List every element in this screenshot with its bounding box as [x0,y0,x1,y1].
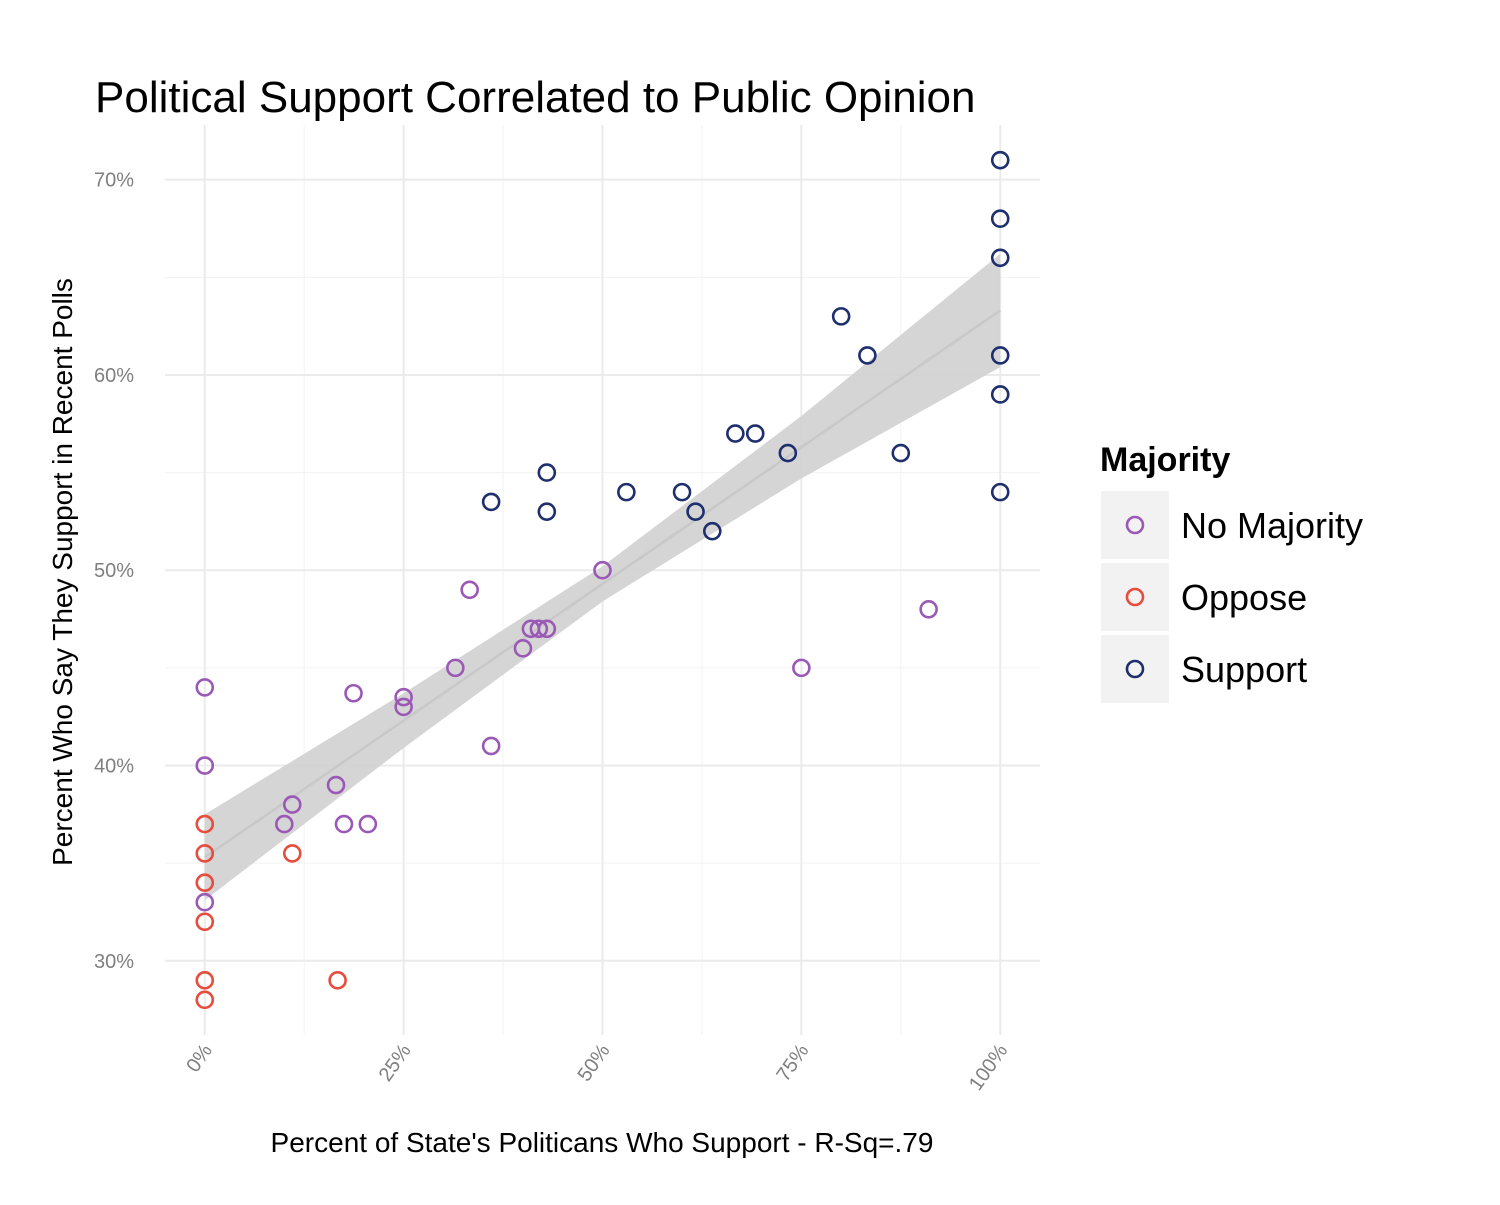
data-point-support [891,443,911,463]
data-point-support [702,521,722,541]
data-point-no-majority [394,697,413,717]
x-tick-label: 50% [574,1040,615,1086]
legend: Majority No Majority Oppose Support [1100,441,1363,703]
data-point-oppose [328,971,347,990]
data-point-support [481,492,501,512]
y-tick-label: 70% [94,170,134,192]
x-tick-label: 75% [772,1040,813,1086]
data-point-no-majority [334,814,354,834]
data-point-no-majority [792,658,811,678]
data-point-support [990,150,1010,170]
data-point-oppose [195,844,215,863]
data-point-no-majority [529,619,549,639]
data-point-oppose [282,844,302,863]
y-tick-label: 30% [94,951,134,973]
legend-key-oppose [1125,587,1145,607]
data-point-oppose [195,912,215,932]
data-point-no-majority [394,687,413,707]
data-point-oppose [195,873,215,892]
x-tick-label: 25% [375,1040,416,1086]
data-point-oppose [195,990,215,1010]
legend-key-support [1125,659,1145,679]
data-point-oppose [195,971,215,990]
x-tick-label: 100% [965,1040,1012,1095]
data-point-oppose [195,814,215,834]
data-point-no-majority [344,683,363,703]
data-point-no-majority [537,619,557,639]
data-point-no-majority [513,639,533,658]
points-layer [195,150,1010,1010]
data-point-support [858,346,877,365]
data-point-support [990,248,1010,268]
data-point-no-majority [358,814,378,834]
data-point-support [778,443,798,463]
legend-label-no-majority: No Majority [1181,505,1363,546]
data-point-no-majority [446,658,465,678]
data-point-support [990,209,1010,229]
legend-label-support: Support [1181,649,1307,690]
data-point-support [686,502,705,521]
y-axis-title: Percent Who Say They Support in Recent P… [47,278,78,866]
x-tick-label: 0% [182,1040,217,1076]
data-point-no-majority [195,756,215,775]
legend-label-oppose: Oppose [1181,577,1307,618]
data-point-support [990,385,1010,404]
data-point-no-majority [195,892,215,912]
y-tick-label: 50% [94,560,134,582]
data-point-support [831,307,851,326]
trend-line [204,309,1001,859]
data-point-no-majority [593,560,612,580]
data-point-support [990,482,1010,502]
legend-item-no-majority: No Majority [1101,491,1363,559]
y-tick-label: 40% [94,756,134,778]
data-point-support [726,424,745,443]
x-axis-title: Percent of State's Politicans Who Suppor… [271,1127,934,1158]
data-point-no-majority [326,775,346,795]
legend-key-no-majority [1125,515,1145,535]
data-point-support [990,346,1010,365]
data-point-support [537,502,557,521]
data-point-no-majority [460,580,479,600]
data-point-support [617,482,636,502]
legend-key-background [1101,635,1169,703]
data-point-support [537,463,557,482]
chart-title: Political Support Correlated to Public O… [95,73,975,122]
grid [165,125,1040,1035]
legend-title: Majority [1100,441,1230,479]
legend-key-background [1101,491,1169,559]
data-point-support [745,424,765,443]
legend-key-background [1101,563,1169,631]
data-point-no-majority [481,736,501,756]
data-point-no-majority [195,678,215,697]
legend-item-support: Support [1101,635,1307,703]
legend-item-oppose: Oppose [1101,563,1307,631]
data-point-no-majority [919,599,938,619]
y-tick-label: 60% [94,365,134,387]
data-point-no-majority [282,795,302,814]
data-point-support [672,482,692,502]
data-point-no-majority [275,814,294,834]
